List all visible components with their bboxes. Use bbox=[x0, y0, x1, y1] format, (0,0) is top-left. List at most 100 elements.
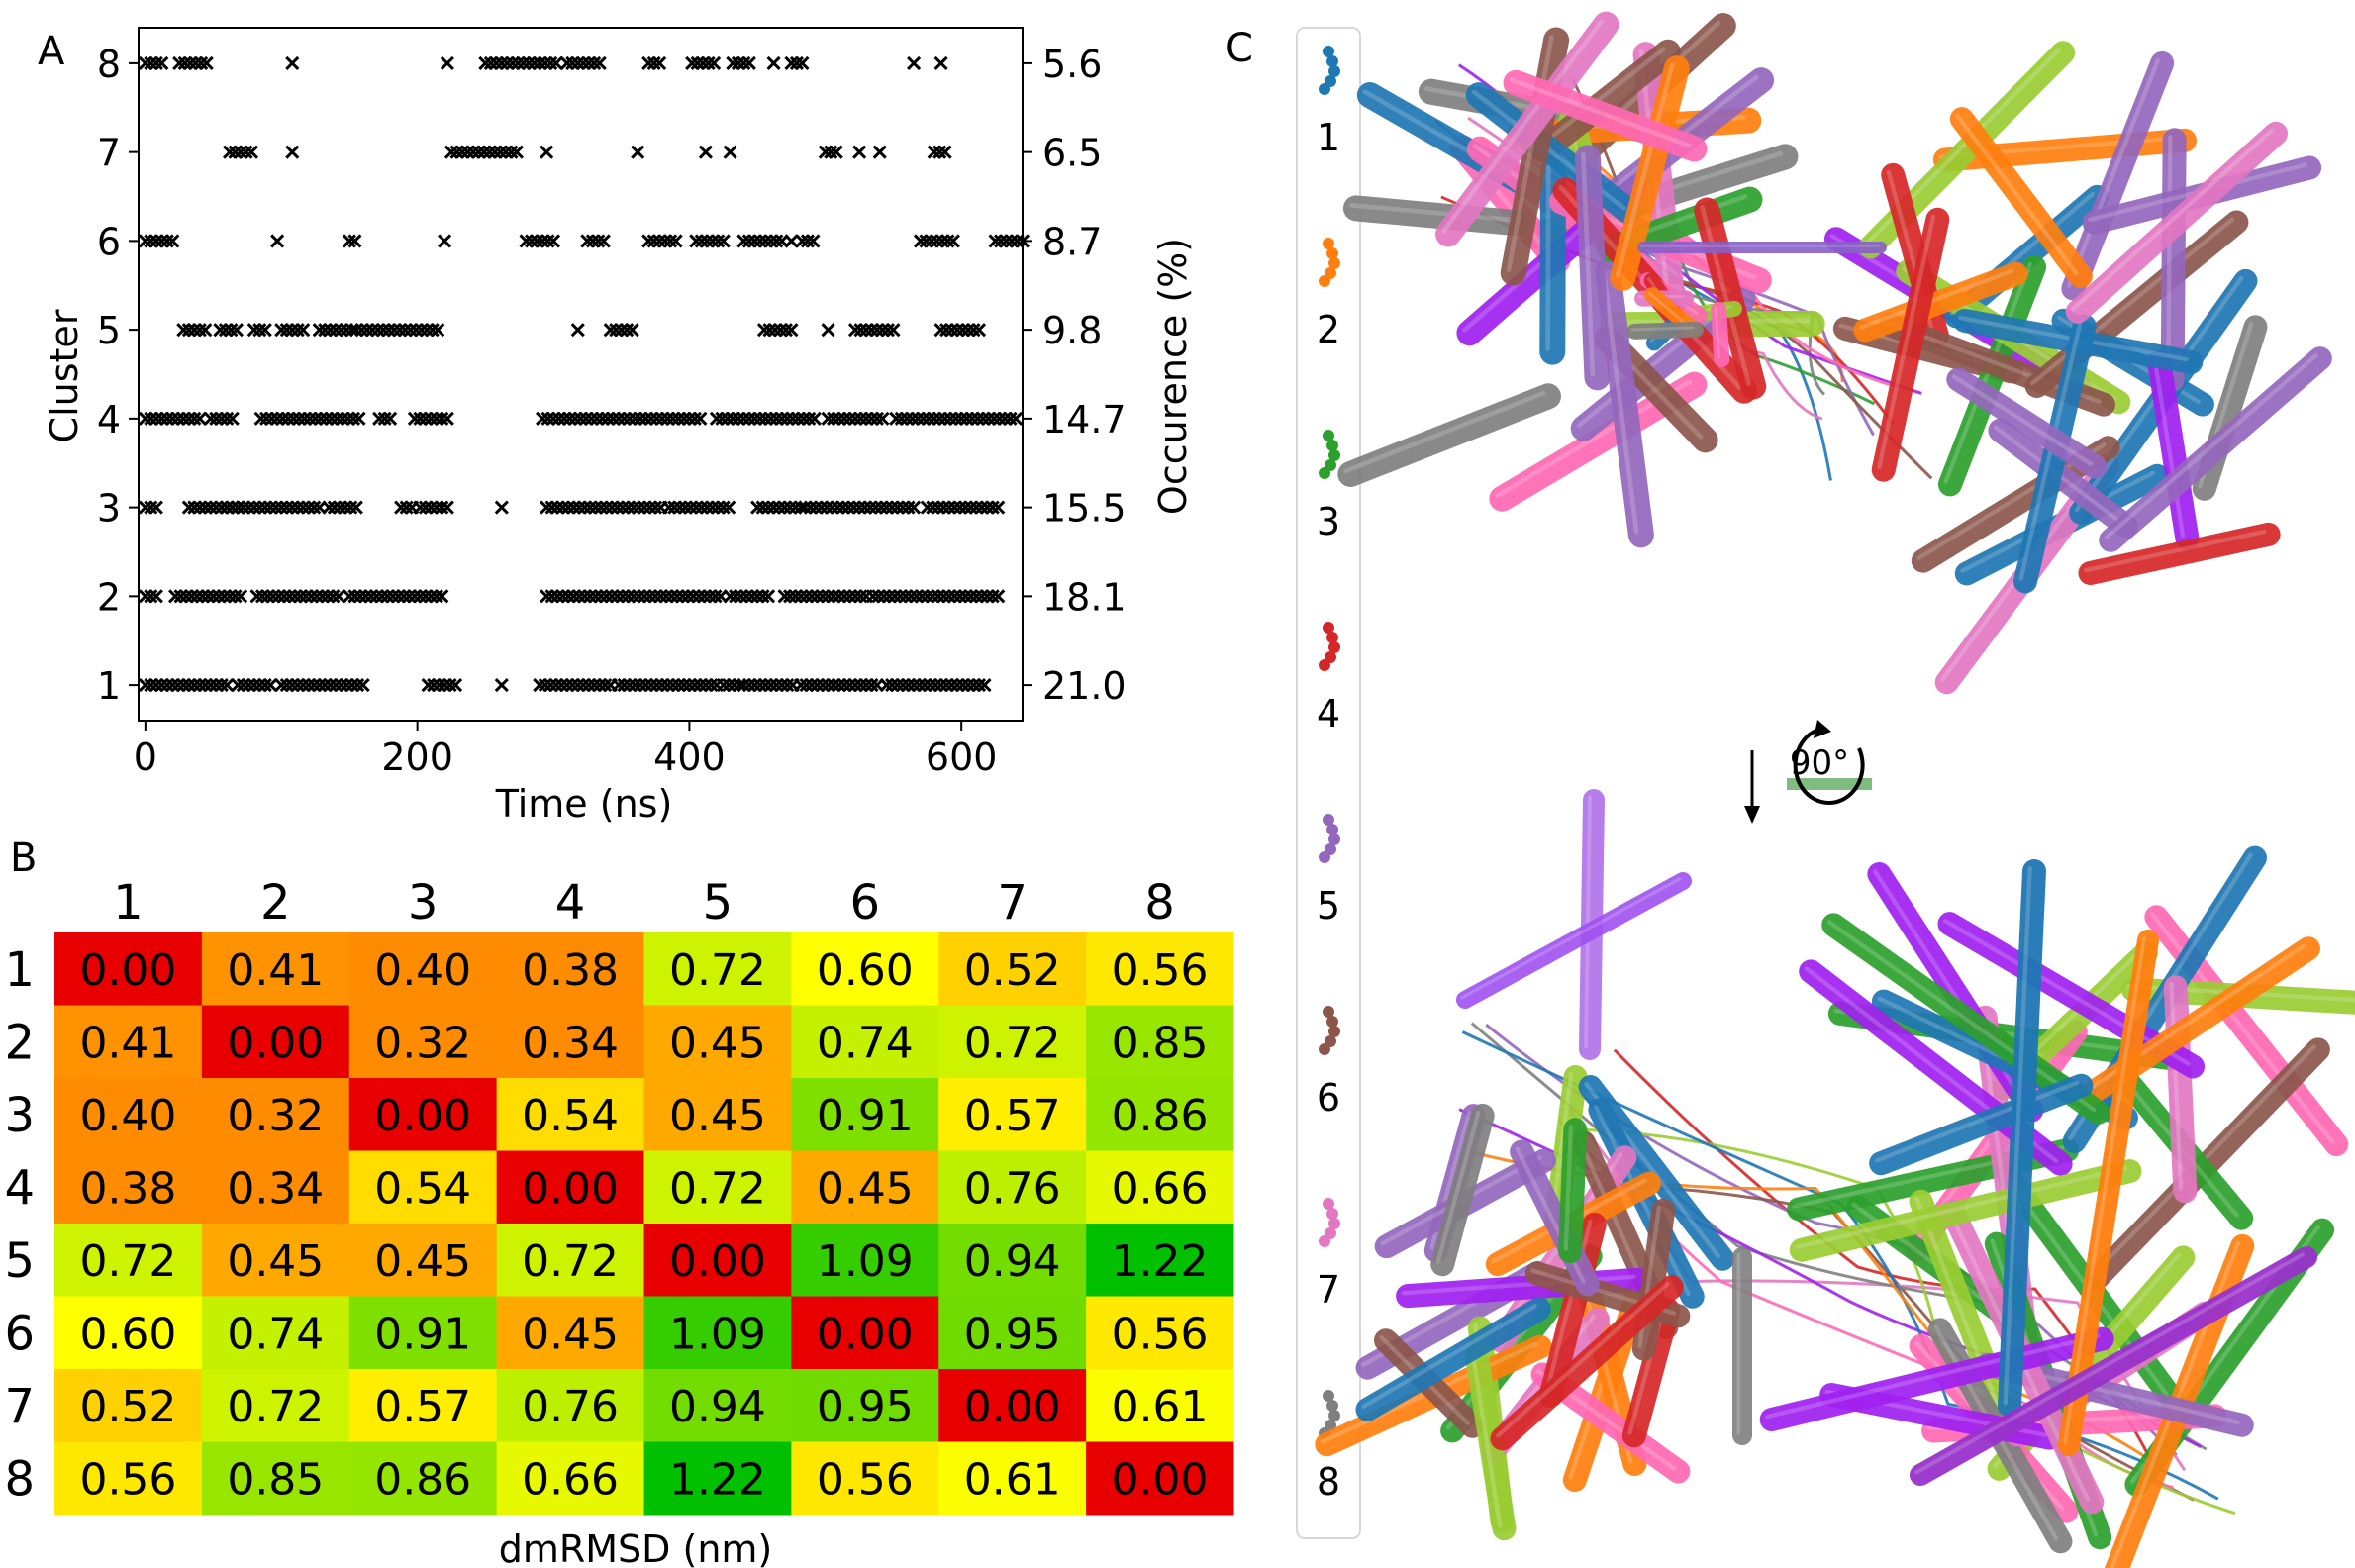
cluster-4-marker bbox=[769, 411, 784, 426]
cluster-3-marker bbox=[544, 500, 559, 515]
heatmap-cell-label: 0.32 bbox=[374, 1018, 471, 1068]
legend-dot bbox=[1328, 257, 1340, 269]
cluster-5-marker bbox=[778, 323, 794, 338]
helix-highlight bbox=[1874, 1080, 2080, 1163]
rotation-axis-bar bbox=[1787, 778, 1872, 790]
heatmap-cell-label: 1.22 bbox=[1112, 1236, 1209, 1287]
cluster-5-marker bbox=[821, 323, 835, 338]
cluster-3-marker bbox=[890, 500, 905, 515]
cluster-6-marker bbox=[945, 234, 960, 248]
cluster-5-marker bbox=[858, 323, 874, 338]
heatmap-cell-label: 0.54 bbox=[374, 1163, 471, 1214]
heatmap-cell bbox=[496, 1150, 644, 1225]
cluster-4-marker bbox=[275, 411, 290, 426]
cluster-3-marker bbox=[429, 500, 443, 515]
cluster-4-marker bbox=[303, 411, 318, 426]
cluster-3-marker bbox=[936, 500, 951, 515]
cluster-7-marker bbox=[482, 145, 497, 159]
cluster-2-marker bbox=[675, 589, 690, 604]
cluster-6-marker bbox=[154, 234, 169, 248]
cluster-2-marker bbox=[402, 589, 417, 604]
heatmap-cell-label: 0.00 bbox=[964, 1382, 1061, 1432]
legend-dot bbox=[1319, 467, 1330, 479]
cluster-2-marker bbox=[936, 589, 951, 604]
panel-a-y-axis-title: Cluster bbox=[43, 309, 86, 442]
cluster-3-marker bbox=[138, 500, 152, 515]
structure-bottom-view bbox=[1315, 789, 2355, 1568]
cluster-4-marker bbox=[802, 411, 817, 426]
cluster-2-marker bbox=[550, 589, 565, 604]
cluster-7-marker bbox=[818, 145, 833, 159]
heatmap-cell bbox=[496, 1369, 644, 1442]
heatmap-cell bbox=[496, 1078, 644, 1151]
heatmap-cell bbox=[791, 1005, 939, 1079]
cluster-1-marker bbox=[159, 678, 174, 693]
heatmap-cell-label: 0.45 bbox=[669, 1091, 766, 1141]
legend-dot bbox=[1326, 1400, 1338, 1412]
heatmap-cell bbox=[1086, 932, 1234, 1006]
heatmap-cell bbox=[791, 1078, 939, 1151]
structure-top-view bbox=[1337, 11, 2332, 695]
cluster-2-marker bbox=[794, 589, 809, 604]
cluster-4-marker bbox=[330, 411, 344, 426]
cluster-2-marker bbox=[815, 589, 831, 604]
helix-highlight bbox=[1460, 877, 1682, 1000]
cluster-2-marker bbox=[363, 589, 378, 604]
cluster-4-marker bbox=[687, 411, 702, 426]
cluster-7-marker bbox=[222, 145, 238, 159]
heatmap-cell bbox=[643, 1005, 792, 1079]
cluster-3-marker bbox=[225, 500, 240, 515]
heatmap-column-label: 5 bbox=[703, 875, 734, 931]
legend-dot bbox=[1328, 1410, 1340, 1421]
helix-highlight bbox=[1348, 202, 1516, 223]
cluster-4-marker bbox=[383, 411, 398, 426]
cluster-3-marker bbox=[290, 500, 305, 515]
cluster-6-marker bbox=[930, 234, 944, 248]
legend-dot bbox=[1326, 632, 1338, 643]
legend-dot bbox=[1319, 659, 1330, 671]
cluster-2-marker bbox=[702, 589, 718, 604]
heatmap-cell bbox=[1086, 1296, 1234, 1370]
cluster-1-marker bbox=[214, 678, 229, 693]
cluster-2-marker bbox=[358, 589, 373, 604]
heatmap-column-label: 3 bbox=[408, 875, 439, 931]
panel-b-ticks: 1 1 2 2 3 3 4 4 5 5 6 6 7 7 8 8 bbox=[4, 875, 1174, 1507]
heatmap-cell bbox=[348, 1369, 498, 1442]
cluster-1-marker bbox=[307, 678, 322, 693]
cluster-3-marker bbox=[694, 500, 709, 515]
cluster-1-marker bbox=[138, 678, 152, 693]
heatmap-cell bbox=[496, 932, 644, 1006]
cluster-2-marker bbox=[540, 589, 554, 604]
heatmap-cell bbox=[791, 1296, 939, 1370]
heatmap-column-label: 1 bbox=[113, 875, 144, 931]
legend-dot bbox=[1323, 1006, 1334, 1018]
legend-dot bbox=[1326, 55, 1338, 67]
heatmap-row-label: 8 bbox=[4, 1451, 35, 1507]
heatmap-cell bbox=[938, 1005, 1087, 1079]
cluster-2-marker bbox=[407, 589, 422, 604]
helix-highlight bbox=[1765, 1333, 2101, 1420]
cluster-1-marker bbox=[587, 678, 602, 693]
cluster-3-marker bbox=[550, 500, 565, 515]
cluster-3-marker bbox=[440, 500, 454, 515]
cluster-7-marker bbox=[540, 145, 554, 159]
heatmap-cell bbox=[201, 1005, 350, 1079]
heatmap-cell-label: 0.00 bbox=[79, 945, 176, 996]
cluster-1-marker bbox=[704, 678, 719, 693]
cluster-8-marker bbox=[494, 55, 509, 70]
cluster-3-marker bbox=[879, 500, 894, 515]
cluster-1-marker bbox=[148, 678, 163, 693]
cluster-3-marker bbox=[980, 500, 995, 515]
helix-cylinder bbox=[2099, 346, 2332, 552]
cluster-6-marker bbox=[741, 234, 756, 248]
cluster-5-marker bbox=[334, 323, 348, 338]
cluster-3-marker bbox=[583, 500, 598, 515]
cluster-4-marker bbox=[715, 411, 730, 426]
cluster-7-marker bbox=[504, 145, 519, 159]
helix-highlight bbox=[1914, 1252, 2306, 1475]
cluster-2-marker bbox=[842, 589, 857, 604]
cluster-2-marker bbox=[320, 589, 336, 604]
cluster-3-marker bbox=[766, 500, 781, 515]
cluster-8-marker bbox=[570, 55, 585, 70]
cluster-5-marker bbox=[847, 323, 863, 338]
